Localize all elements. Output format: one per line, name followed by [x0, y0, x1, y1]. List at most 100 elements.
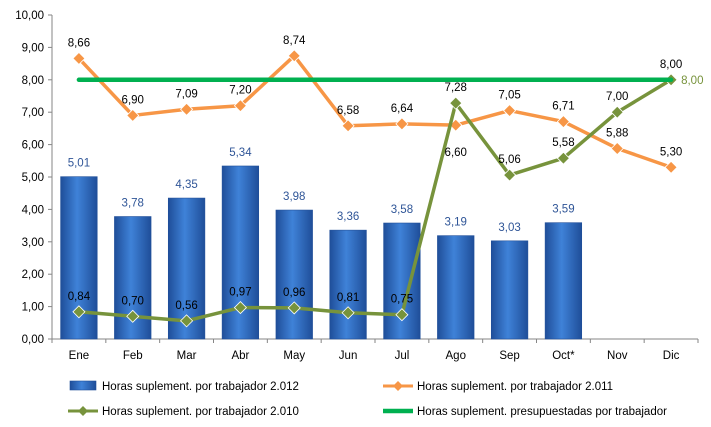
legend-label: Horas suplement. presupuestadas por trab… — [417, 406, 667, 418]
bar — [490, 240, 529, 340]
line-point — [180, 314, 194, 328]
line-data-label: 7,00 — [606, 91, 628, 103]
line-data-label: 6,90 — [122, 94, 144, 106]
bar-data-label: 3,78 — [122, 198, 144, 210]
bar-data-label: 5,01 — [68, 158, 90, 170]
bar-data-label: 3,36 — [337, 211, 359, 223]
y-tick-label: 3,00 — [22, 237, 44, 249]
line-point — [72, 51, 86, 65]
line-data-label: 0,84 — [68, 291, 91, 303]
y-tick-label: 6,00 — [22, 140, 44, 152]
data-labels: 5,01 3,78 4,35 5,34 3,98 3,36 3,58 3,19 3,03 3,59… — [68, 35, 704, 312]
x-tick-label: May — [283, 350, 305, 362]
x-tick-label: Jun — [339, 350, 358, 362]
bar-data-label: 3,59 — [552, 204, 574, 216]
x-tick-label: Mar — [177, 350, 197, 362]
bar — [437, 235, 475, 340]
x-tick-label: Nov — [607, 350, 628, 362]
budget-data-label: 8,00 — [681, 75, 703, 87]
line-data-label: 5,30 — [660, 146, 682, 158]
line-data-label: 8,66 — [68, 37, 90, 49]
line-data-label: 0,70 — [122, 295, 144, 307]
y-tick-label: 7,00 — [22, 107, 44, 119]
line-point — [395, 308, 409, 322]
y-tick-label: 0,00 — [22, 334, 44, 346]
line-data-label: 8,00 — [660, 59, 682, 71]
bar-data-label: 3,19 — [445, 217, 467, 229]
line-data-label: 6,58 — [337, 105, 359, 117]
line-point — [556, 115, 570, 129]
y-tick-label: 9,00 — [22, 42, 44, 54]
line-point — [126, 108, 140, 123]
line-point — [610, 105, 624, 119]
x-tick-label: Feb — [123, 350, 143, 362]
y-tick-label: 8,00 — [22, 75, 44, 87]
line-data-label: 5,58 — [552, 137, 574, 149]
bar-data-label: 3,58 — [391, 204, 413, 216]
line-data-label: 6,64 — [391, 103, 414, 115]
line-data-label: 7,05 — [498, 90, 520, 102]
bar-series — [60, 165, 583, 340]
bar — [544, 222, 583, 340]
line-point — [341, 119, 355, 133]
bar — [329, 229, 367, 340]
bar-data-label: 5,34 — [229, 147, 252, 159]
y-tick-label: 1,00 — [22, 302, 44, 314]
line-point — [126, 309, 140, 323]
legend: Horas suplement. por trabajador 2.012 Hor… — [68, 380, 667, 418]
line-point — [610, 141, 624, 156]
line-data-label: 6,71 — [552, 101, 574, 113]
y-tick-label: 5,00 — [22, 172, 44, 184]
line-data-label: 7,09 — [175, 88, 197, 100]
line-point — [72, 305, 86, 319]
y-tick-label: 2,00 — [22, 269, 44, 281]
line-point — [287, 49, 301, 63]
line-point — [503, 104, 517, 118]
series-line — [77, 78, 673, 323]
line-data-label: 6,60 — [445, 147, 467, 159]
y-tick-label: 4,00 — [22, 204, 44, 216]
bar-data-label: 4,35 — [175, 179, 197, 191]
axes: 0,00 1,00 2,00 3,00 4,00 5,00 6,00 7,00 8,00 9,00… — [15, 10, 699, 362]
line-data-label: 5,06 — [498, 154, 520, 166]
x-tick-label: Ene — [69, 350, 89, 362]
line-data-label: 7,28 — [445, 82, 467, 94]
line-point — [233, 99, 247, 113]
line-series — [72, 49, 678, 328]
line-point — [556, 151, 570, 165]
line-point — [449, 96, 463, 110]
legend-marker — [393, 381, 403, 391]
line-data-label: 0,97 — [229, 287, 251, 299]
legend-marker — [78, 406, 88, 416]
line-data-label: 0,96 — [283, 287, 305, 299]
x-tick-label: Abr — [231, 350, 249, 362]
x-tick-label: Dic — [663, 350, 680, 362]
line-data-label: 7,20 — [229, 85, 251, 97]
line-data-label: 0,75 — [391, 294, 413, 306]
bar-data-label: 3,03 — [498, 222, 520, 234]
line-point — [180, 102, 194, 116]
line-point — [233, 301, 247, 315]
line-data-label: 8,74 — [283, 35, 306, 47]
bar-data-label: 3,98 — [283, 191, 305, 203]
line-point — [341, 306, 355, 320]
x-tick-label: Sep — [499, 350, 519, 362]
legend-swatch — [69, 380, 97, 391]
line-data-label: 5,88 — [606, 127, 628, 139]
x-tick-label: Oct* — [552, 350, 575, 362]
legend-label: Horas suplement. por trabajador 2.010 — [102, 406, 299, 418]
series-line — [77, 54, 673, 170]
line-point — [503, 168, 517, 182]
line-point — [395, 117, 409, 131]
line-data-label: 0,56 — [175, 300, 197, 312]
legend-label: Horas suplement. por trabajador 2.012 — [102, 381, 299, 393]
legend-label: Horas suplement. por trabajador 2.011 — [417, 381, 613, 393]
y-tick-label: 10,00 — [15, 10, 44, 22]
line-data-label: 0,81 — [337, 292, 359, 304]
bar — [275, 209, 313, 340]
line-point — [664, 160, 678, 174]
x-tick-label: Jul — [395, 350, 410, 362]
bar — [383, 222, 421, 340]
x-tick-label: Ago — [446, 350, 466, 362]
